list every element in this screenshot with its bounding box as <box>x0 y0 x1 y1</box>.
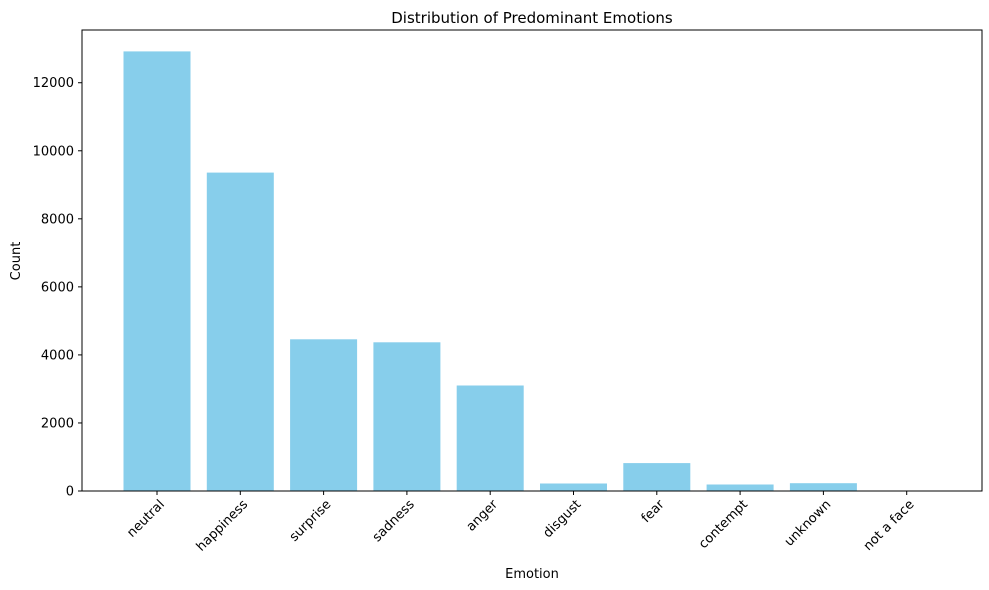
y-tick-label: 2000 <box>41 416 74 431</box>
y-tick-label: 0 <box>66 485 74 500</box>
bar-unknown <box>789 483 857 491</box>
x-tick-label: neutral <box>124 497 167 540</box>
bar-fear <box>623 463 691 491</box>
y-tick-label: 8000 <box>41 212 74 227</box>
x-tick-label: happiness <box>194 497 252 555</box>
plot-frame <box>81 29 983 492</box>
bar-surprise <box>290 339 358 491</box>
x-tick-label: anger <box>464 497 502 535</box>
bar-contempt <box>706 484 774 491</box>
chart-title: Distribution of Predominant Emotions <box>391 9 673 27</box>
bar-happiness <box>206 172 274 491</box>
x-tick-label: not a face <box>861 497 918 554</box>
y-tick-label: 12000 <box>33 76 74 91</box>
x-tick-label: disgust <box>540 497 584 541</box>
y-tick-label: 6000 <box>41 280 74 295</box>
x-tick-label: unknown <box>782 497 834 549</box>
x-axis-label: Emotion <box>505 567 559 582</box>
y-tick-label: 10000 <box>33 144 74 159</box>
x-axis-ticks: neutral happiness surprise sadness anger disg… <box>124 491 918 555</box>
y-axis-label: Count <box>9 242 24 281</box>
x-tick-label: fear <box>639 497 668 526</box>
y-axis-ticks: 0 2000 4000 6000 8000 10000 12000 <box>33 76 82 500</box>
bar-anger <box>456 385 524 491</box>
bar-sadness <box>373 342 441 491</box>
x-tick-label: contempt <box>696 497 751 552</box>
bar-neutral <box>123 51 191 492</box>
x-tick-label: sadness <box>370 497 418 545</box>
x-tick-label: surprise <box>287 497 335 545</box>
bar-disgust <box>540 483 607 491</box>
bars-group <box>123 51 941 492</box>
y-tick-label: 4000 <box>41 348 74 363</box>
